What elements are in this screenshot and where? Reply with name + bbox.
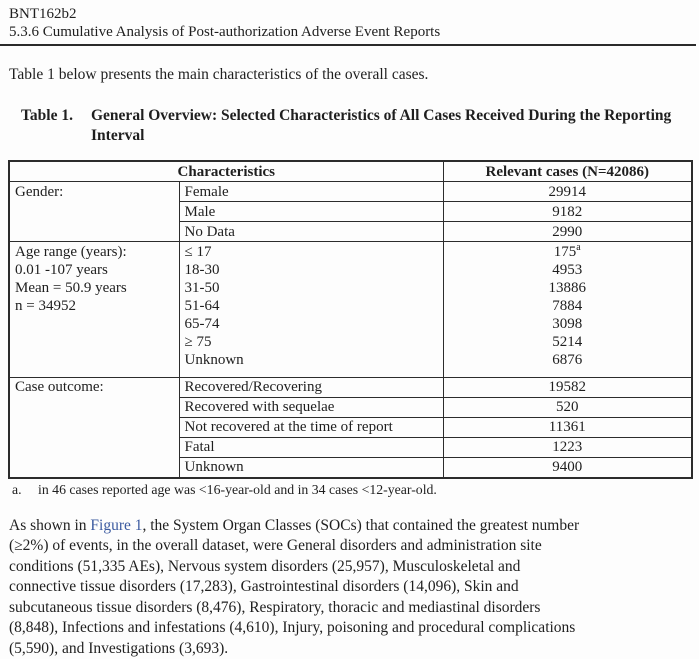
age-value: 175a (449, 243, 687, 261)
figure-1-link[interactable]: Figure 1 (90, 517, 142, 534)
age-value: 7884 (449, 297, 687, 315)
table-header-row: Characteristics Relevant cases (N=42086) (9, 161, 692, 182)
cell-value: 9400 (443, 457, 692, 478)
document-header: BNT162b2 5.3.6 Cumulative Analysis of Po… (9, 5, 691, 41)
cell-label: Not recovered at the time of report (179, 417, 443, 437)
age-group: 51-64 (185, 297, 438, 315)
table-row-gender-female: Gender: Female 29914 (9, 182, 692, 202)
cell-value: 9182 (443, 202, 692, 222)
age-label-line: Age range (years): (15, 243, 174, 261)
cell-value: 29914 (443, 182, 692, 202)
cell-value: 520 (443, 397, 692, 417)
table-row-outcome-recovered: Case outcome: Recovered/Recovering 19582 (9, 377, 692, 397)
section-heading: 5.3.6 Cumulative Analysis of Post-author… (9, 23, 691, 41)
cell-value: 11361 (443, 417, 692, 437)
cell-label: Recovered/Recovering (179, 377, 443, 397)
age-label-line: n = 34952 (15, 297, 174, 315)
age-group: Unknown (185, 351, 438, 369)
cell-label: Recovered with sequelae (179, 397, 443, 417)
paragraph-line: As shown in Figure 1, the System Organ C… (9, 516, 691, 537)
paragraph-line: subcutaneous tissue disorders (8,476), R… (9, 598, 691, 619)
age-value: 3098 (449, 315, 687, 333)
age-range-label-cell: Age range (years): 0.01 -107 years Mean … (9, 242, 179, 378)
footnote: a. in 46 cases reported age was <16-year… (12, 482, 691, 498)
document-page: BNT162b2 5.3.6 Cumulative Analysis of Po… (9, 5, 691, 659)
age-group: ≥ 75 (185, 333, 438, 351)
paragraph-text: As shown in (9, 517, 90, 534)
cell-value: 19582 (443, 377, 692, 397)
cell-label: Unknown (179, 457, 443, 478)
age-value: 6876 (449, 351, 687, 369)
footnote-ref-a: a (576, 242, 580, 253)
case-outcome-label-cell: Case outcome: (9, 377, 179, 478)
table-header-characteristics: Characteristics (9, 161, 443, 182)
characteristics-table: Characteristics Relevant cases (N=42086)… (8, 160, 693, 479)
cell-label: Female (179, 182, 443, 202)
age-value: 4953 (449, 261, 687, 279)
paragraph-line: (≥2%) of events, in the overall dataset,… (9, 536, 691, 557)
paragraph-line: conditions (51,335 AEs), Nervous system … (9, 557, 691, 578)
table-row-age-range: Age range (years): 0.01 -107 years Mean … (9, 242, 692, 378)
footnote-marker: a. (12, 482, 38, 498)
age-group: 18-30 (185, 261, 438, 279)
age-group: ≤ 17 (185, 243, 438, 261)
header-rule (0, 44, 696, 46)
age-value: 5214 (449, 333, 687, 351)
table-caption-text: General Overview: Selected Characteristi… (91, 106, 677, 145)
paragraph-text: , the System Organ Classes (SOCs) that c… (142, 517, 579, 534)
age-values-cell: 175a 4953 13886 7884 3098 5214 6876 (443, 242, 692, 378)
gender-label-cell: Gender: (9, 182, 179, 242)
footnote-text: in 46 cases reported age was <16-year-ol… (38, 482, 437, 498)
paragraph-line: (5,590), and Investigations (3,693). (9, 639, 691, 659)
age-label-line: Mean = 50.9 years (15, 279, 174, 297)
table-caption-label: Table 1. (21, 106, 91, 145)
age-value: 13886 (449, 279, 687, 297)
cell-label: Male (179, 202, 443, 222)
paragraph-line: connective tissue disorders (17,283), Ga… (9, 577, 691, 598)
age-groups-cell: ≤ 17 18-30 31-50 51-64 65-74 ≥ 75 Unknow… (179, 242, 443, 378)
intro-text: Table 1 below presents the main characte… (9, 65, 691, 85)
body-paragraph: As shown in Figure 1, the System Organ C… (9, 516, 691, 659)
age-group: 31-50 (185, 279, 438, 297)
table-header-relevant-cases: Relevant cases (N=42086) (443, 161, 692, 182)
cell-value: 1223 (443, 437, 692, 457)
doc-id: BNT162b2 (9, 5, 691, 23)
paragraph-line: (8,848), Infections and infestations (4,… (9, 618, 691, 639)
cell-value: 2990 (443, 222, 692, 242)
cell-label: No Data (179, 222, 443, 242)
cell-label: Fatal (179, 437, 443, 457)
age-group: 65-74 (185, 315, 438, 333)
table-caption: Table 1. General Overview: Selected Char… (21, 106, 691, 145)
age-label-line: 0.01 -107 years (15, 261, 174, 279)
